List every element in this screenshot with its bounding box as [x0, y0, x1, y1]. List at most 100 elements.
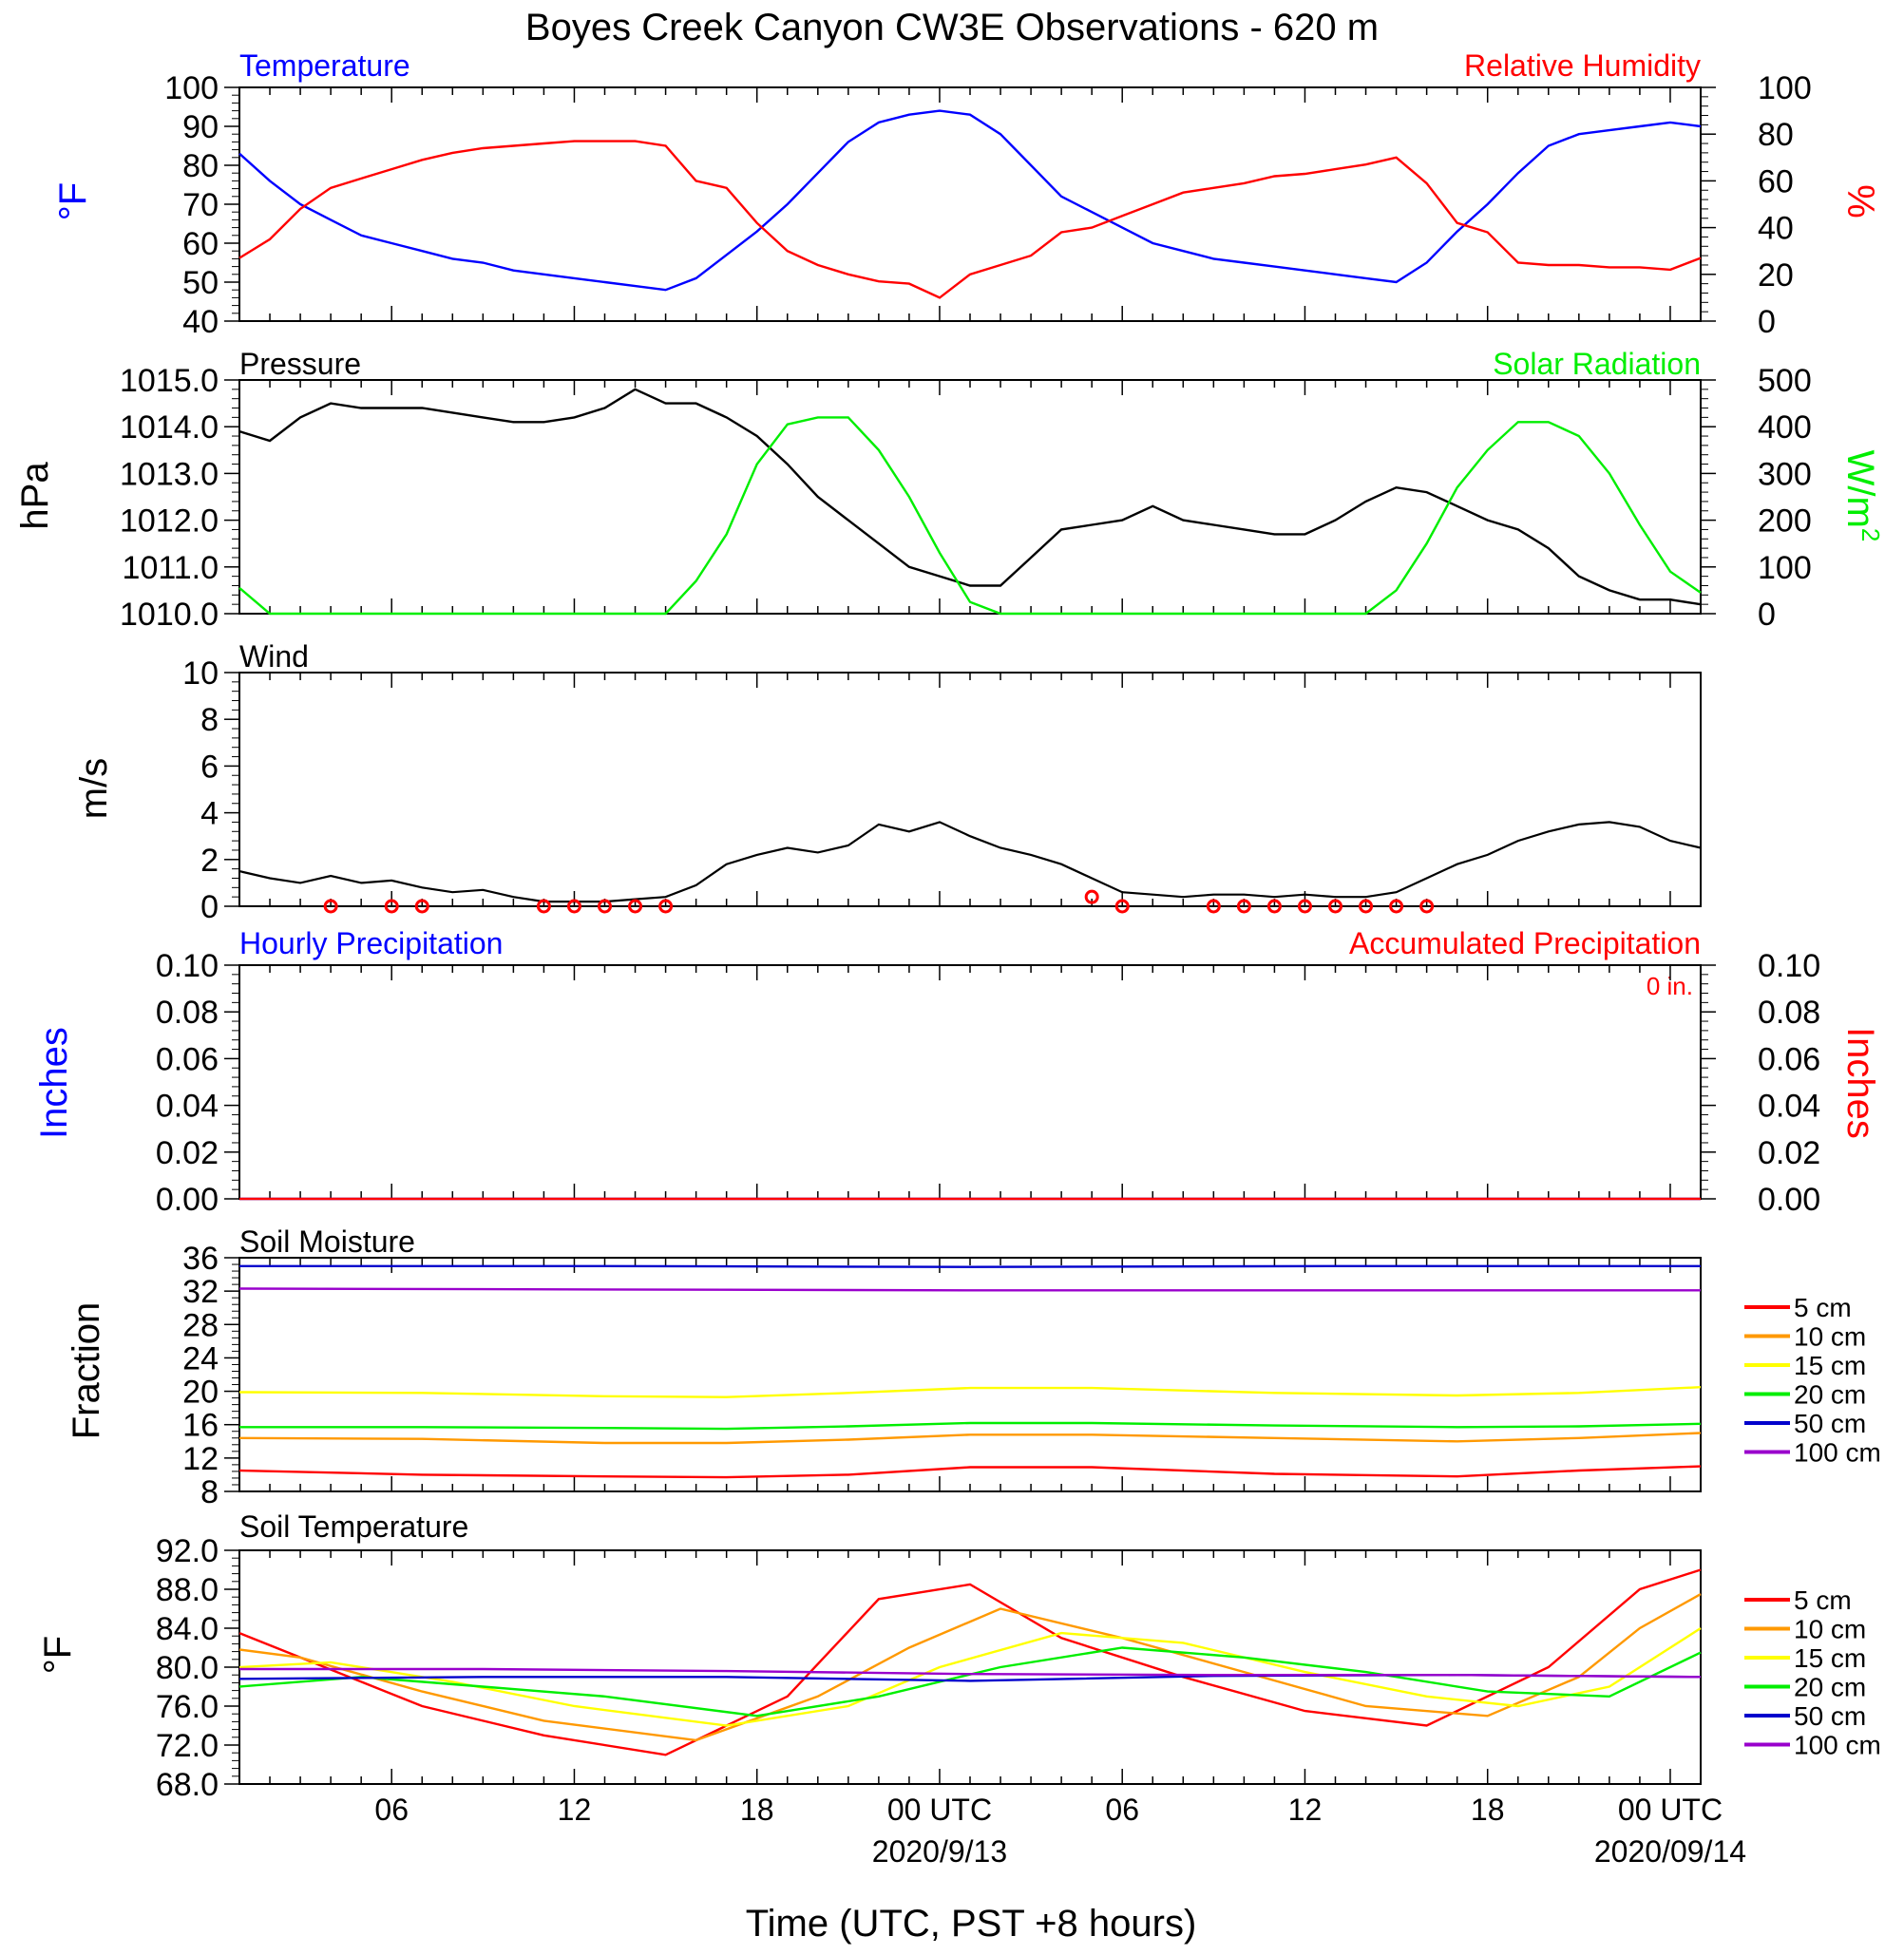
y-tick-label: 20 [1758, 257, 1794, 294]
y-tick-label: 8 [200, 1474, 219, 1510]
y-tick-label: 60 [1758, 163, 1794, 199]
y-tick-label: 100 [1758, 70, 1812, 106]
relative-humidity-title: Relative Humidity [1464, 48, 1701, 83]
calm-marker [628, 899, 643, 914]
series-10-cm [238, 1593, 1702, 1742]
calm-marker [1084, 889, 1099, 904]
series-wind-speed [238, 821, 1702, 903]
ylabel-precip-right: Inches [1839, 1027, 1881, 1139]
calm-marker [1359, 899, 1374, 914]
hourly-precip-title: Hourly Precipitation [239, 926, 503, 960]
x-tick-label: 00 UTC [887, 1793, 992, 1827]
series-10-cm [238, 1432, 1702, 1445]
y-tick-label: 0 [1758, 304, 1776, 340]
frame-precip [238, 964, 1702, 1200]
y-tick-label: 32 [182, 1274, 219, 1310]
y-tick-label: 1010.0 [120, 597, 219, 633]
x-tick-label: 18 [740, 1793, 774, 1827]
x-tick-label: 12 [558, 1793, 592, 1827]
y-tick-label: 100 [1758, 550, 1812, 586]
legend-label: 10 cm [1794, 1322, 1866, 1352]
temperature-title: Temperature [239, 48, 410, 83]
y-tick-label: 72.0 [156, 1728, 219, 1764]
y-tick-label: 0.04 [1758, 1089, 1820, 1125]
frame-pressure_solar [238, 379, 1702, 615]
y-tick-label: 0 [200, 889, 219, 925]
y-tick-label: 70 [182, 187, 219, 223]
calm-marker [1206, 899, 1221, 914]
series-pressure [238, 388, 1702, 606]
x-axis-label: Time (UTC, PST +8 hours) [746, 1903, 1197, 1945]
series-100-cm [239, 1667, 1702, 1679]
y-tick-label: 10 [182, 655, 219, 692]
x-tick-label: 06 [374, 1793, 409, 1827]
ylabel-rh: % [1839, 184, 1881, 218]
legend-label: 15 cm [1794, 1351, 1866, 1380]
x-tick-label: 12 [1288, 1793, 1323, 1827]
legend-label: 15 cm [1794, 1643, 1866, 1673]
calm-marker [1389, 899, 1404, 914]
y-tick-label: 0.08 [156, 995, 219, 1031]
frame-soil_moisture [238, 1257, 1702, 1492]
y-tick-label: 76.0 [156, 1689, 219, 1725]
y-tick-label: 90 [182, 109, 219, 145]
y-tick-label: 2 [200, 843, 219, 879]
calm-marker [536, 899, 551, 914]
frame-temp_rh [238, 86, 1702, 322]
ylabel-soil-moisture: Fraction [66, 1302, 107, 1440]
y-tick-label: 100 [164, 70, 219, 106]
y-tick-label: 200 [1758, 503, 1812, 540]
y-tick-label: 0.02 [1758, 1135, 1820, 1171]
legend-label: 100 cm [1794, 1438, 1881, 1468]
y-tick-label: 60 [182, 226, 219, 262]
y-tick-label: 1011.0 [123, 550, 219, 586]
svg-text:°F: °F [37, 1636, 79, 1674]
legend-label: 50 cm [1794, 1409, 1866, 1438]
x-date-label: 2020/09/14 [1594, 1834, 1746, 1869]
calm-marker [323, 899, 338, 914]
series-solar-radiation [238, 416, 1702, 616]
y-tick-label: 0.00 [1758, 1182, 1820, 1218]
y-tick-label: 0.10 [1758, 948, 1820, 984]
series-20-cm [239, 1421, 1702, 1431]
y-tick-label: 40 [1758, 211, 1794, 247]
y-tick-label: 6 [200, 749, 219, 785]
legend-label: 20 cm [1794, 1673, 1866, 1702]
y-tick-label: 50 [182, 265, 219, 301]
y-tick-label: 68.0 [156, 1767, 219, 1803]
svg-text:W/m2: W/m2 [1839, 450, 1885, 542]
svg-text:°F: °F [52, 182, 94, 220]
y-tick-label: 80 [182, 148, 219, 184]
series-100-cm [238, 1287, 1701, 1292]
y-tick-label: 28 [182, 1307, 219, 1343]
y-tick-label: 0.06 [1758, 1041, 1820, 1077]
y-tick-label: 0.00 [156, 1182, 219, 1218]
y-tick-label: 0.02 [156, 1135, 219, 1171]
series-20-cm [238, 1646, 1702, 1718]
y-tick-label: 20 [182, 1375, 219, 1411]
legend-label: 100 cm [1794, 1731, 1881, 1760]
y-tick-label: 12 [182, 1441, 219, 1477]
y-tick-label: 88.0 [156, 1572, 219, 1608]
y-tick-label: 0.06 [156, 1041, 219, 1077]
y-tick-label: 400 [1758, 409, 1812, 446]
calm-marker [1114, 899, 1130, 914]
y-tick-label: 0.04 [156, 1089, 219, 1125]
y-tick-label: 40 [182, 304, 219, 340]
x-tick-label: 18 [1471, 1793, 1505, 1827]
ylabel-solar: W/m2 [1839, 450, 1885, 542]
y-tick-label: 1012.0 [120, 503, 219, 540]
series-relative-humidity [238, 140, 1702, 299]
y-tick-label: 500 [1758, 363, 1812, 399]
y-tick-label: 1015.0 [120, 363, 219, 399]
ylabel-precip-left: Inches [33, 1027, 75, 1139]
frame-wind [238, 672, 1702, 907]
y-tick-label: 80.0 [156, 1650, 219, 1686]
ylabel-pressure: hPa [14, 462, 56, 530]
legend-label: 20 cm [1794, 1380, 1866, 1410]
calm-marker [1266, 899, 1282, 914]
y-tick-label: 8 [200, 702, 219, 738]
calm-marker [1328, 899, 1342, 914]
